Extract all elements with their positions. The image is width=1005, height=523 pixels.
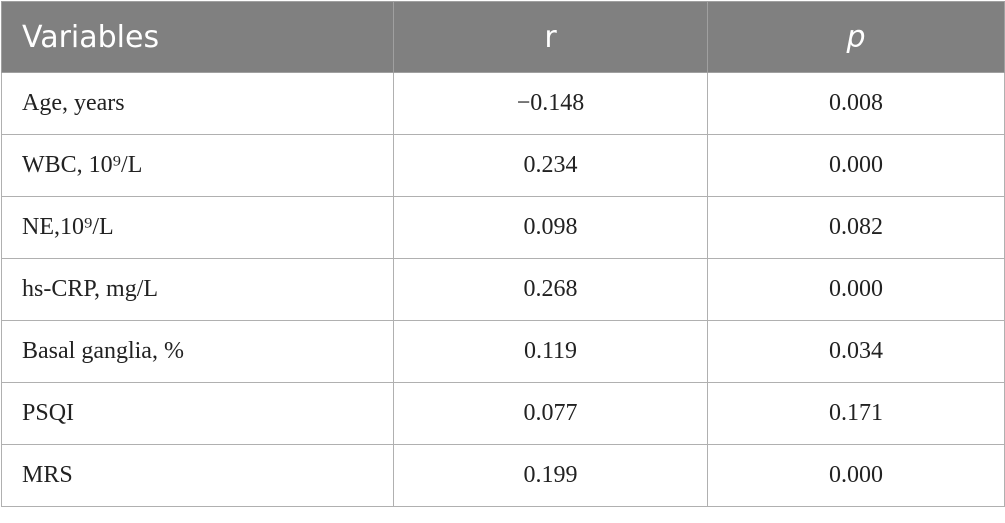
header-cell: p (707, 1, 1005, 73)
variable-cell: MRS (1, 444, 394, 507)
header-cell: r (393, 1, 708, 73)
value-cell: 0.082 (707, 196, 1005, 259)
value-cell: 0.000 (707, 134, 1005, 197)
table-row: Age, years −0.148 0.008 (1, 72, 1005, 135)
variable-cell: NE,10⁹/L (1, 196, 394, 259)
value-cell: 0.171 (707, 382, 1005, 445)
variable-cell: hs-CRP, mg/L (1, 258, 394, 321)
value-cell: 0.000 (707, 258, 1005, 321)
value-cell: 0.199 (393, 444, 708, 507)
variable-cell: WBC, 10⁹/L (1, 134, 394, 197)
value-cell: 0.098 (393, 196, 708, 259)
value-cell: 0.000 (707, 444, 1005, 507)
header-row: Variables r p (1, 1, 1005, 73)
header-cell: Variables (1, 1, 394, 73)
data-table: Variables r p Age, years −0.148 0.008 WBC, … (1, 1, 1005, 507)
table-row: hs-CRP, mg/L 0.268 0.000 (1, 258, 1005, 321)
table-row: Basal ganglia, % 0.119 0.034 (1, 320, 1005, 383)
table-row: PSQI 0.077 0.171 (1, 382, 1005, 445)
value-cell: 0.119 (393, 320, 708, 383)
variable-cell: Basal ganglia, % (1, 320, 394, 383)
value-cell: 0.268 (393, 258, 708, 321)
table-row: WBC, 10⁹/L 0.234 0.000 (1, 134, 1005, 197)
value-cell: 0.008 (707, 72, 1005, 135)
table-row: NE,10⁹/L 0.098 0.082 (1, 196, 1005, 259)
table-row: MRS 0.199 0.000 (1, 444, 1005, 507)
value-cell: −0.148 (393, 72, 708, 135)
value-cell: 0.234 (393, 134, 708, 197)
value-cell: 0.034 (707, 320, 1005, 383)
variable-cell: Age, years (1, 72, 394, 135)
variable-cell: PSQI (1, 382, 394, 445)
value-cell: 0.077 (393, 382, 708, 445)
